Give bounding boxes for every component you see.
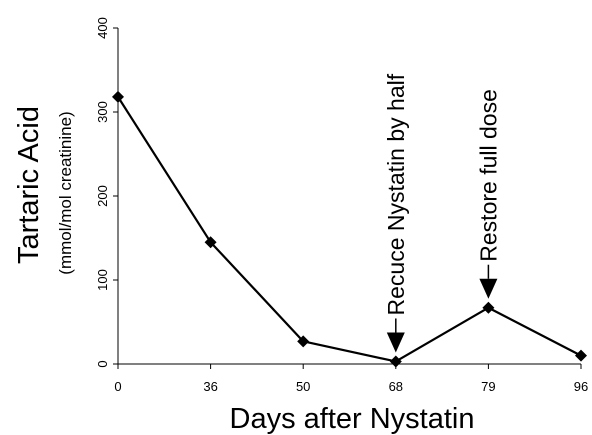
y-ticks: 0 100 200 300 400	[95, 17, 118, 368]
x-tick-label: 79	[481, 379, 495, 394]
annotation: Restore full dose	[475, 89, 501, 299]
x-tick-label: 68	[389, 379, 403, 394]
x-tick-label: 0	[114, 379, 121, 394]
y-tick-label: 400	[95, 17, 110, 39]
annotation-label: Restore full dose	[475, 89, 501, 262]
data-point	[204, 236, 217, 249]
series-line	[117, 96, 582, 363]
data-point	[297, 335, 310, 348]
annotation-label: Recuce Nystatin by half	[383, 73, 409, 315]
x-tick-label: 96	[574, 379, 588, 394]
annotation-arrow-head	[386, 332, 405, 353]
series	[112, 90, 587, 368]
x-tick-label: 36	[203, 379, 217, 394]
y-tick-label: 200	[95, 185, 110, 207]
y-tick-label: 0	[95, 360, 110, 367]
x-tick-label: 50	[296, 379, 310, 394]
y-axis-title: Tartaric Acid	[13, 106, 45, 264]
data-point	[575, 349, 587, 362]
data-point	[389, 355, 402, 368]
annotations: Recuce Nystatin by half Restore full dose	[383, 73, 501, 353]
axes	[117, 28, 581, 365]
y-axis-subtitle: (mmol/mol creatinine)	[56, 111, 75, 274]
data-point	[112, 90, 124, 103]
y-tick-label: 300	[95, 101, 110, 123]
y-tick-label: 100	[95, 269, 110, 291]
annotation-arrow-head	[479, 278, 498, 299]
x-axis-title: Days after Nystatin	[230, 403, 475, 435]
annotation: Recuce Nystatin by half	[383, 73, 409, 353]
x-ticks: 0 36 50 68 79 96	[114, 364, 588, 394]
data-point	[482, 301, 495, 314]
